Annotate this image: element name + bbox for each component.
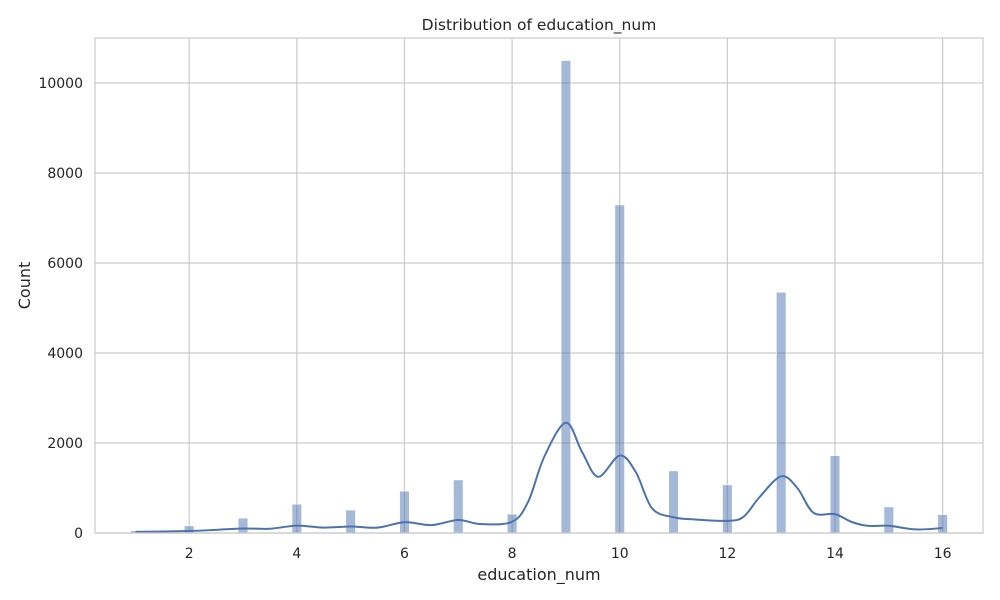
plot-frame [94,37,984,534]
x-tick-label: 6 [400,546,409,562]
x-tick-label: 2 [185,546,194,562]
x-tick-label: 14 [826,546,844,562]
y-ticks: 0 2000 4000 6000 8000 10000 [38,76,83,542]
histogram-bar [399,490,410,534]
histogram-bar [345,509,356,534]
histogram-bar [668,470,679,534]
histogram-bar [829,455,841,534]
chart-title: Distribution of education_num [422,16,657,35]
histogram-bar [453,479,464,534]
histogram-bar [291,503,302,534]
x-axis-label: education_num [477,565,600,585]
histogram-bar [560,60,572,534]
x-tick-label: 8 [508,546,517,562]
histogram-bar [937,514,948,534]
grid [95,38,983,534]
y-tick-label: 10000 [38,76,83,92]
x-tick-label: 10 [611,546,629,562]
histogram-bar [237,517,249,534]
y-tick-label: 2000 [47,436,83,452]
y-tick-label: 0 [74,526,83,542]
kde-line [135,421,943,533]
histogram-bar [883,506,894,534]
bars [130,60,948,534]
y-tick-label: 6000 [47,256,83,272]
histogram-bar [614,204,625,534]
x-tick-label: 12 [718,546,736,562]
y-axis-label: Count [15,262,34,310]
y-tick-label: 8000 [47,166,83,182]
histogram-bar [722,484,733,534]
y-tick-label: 4000 [47,346,83,362]
x-ticks: 2 4 6 8 10 12 14 16 [185,546,952,562]
histogram-bar [776,291,787,534]
x-tick-label: 16 [934,546,952,562]
x-tick-label: 4 [292,546,301,562]
